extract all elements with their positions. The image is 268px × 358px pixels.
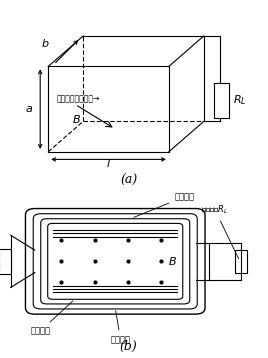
Bar: [235, 250, 247, 273]
Text: (a): (a): [120, 174, 137, 187]
Text: 电离气体流动方向→: 电离气体流动方向→: [56, 95, 100, 103]
Text: $R_L$: $R_L$: [233, 94, 247, 107]
Text: $l$: $l$: [106, 157, 111, 169]
Text: $b$: $b$: [41, 37, 50, 49]
Text: $a$: $a$: [25, 104, 34, 114]
FancyBboxPatch shape: [48, 223, 183, 299]
Text: 负载电阻$R_L$: 负载电阻$R_L$: [201, 203, 239, 259]
Bar: [214, 83, 229, 118]
Text: 电离
气体: 电离 气体: [0, 251, 1, 271]
Bar: [0, 249, 11, 274]
Text: 磁场线圈: 磁场线圈: [111, 311, 131, 345]
Text: 导体电极: 导体电极: [134, 192, 194, 217]
Text: 发电导管: 发电导管: [30, 301, 73, 336]
Text: $B$: $B$: [72, 113, 81, 125]
Text: $B$: $B$: [168, 255, 177, 267]
Text: (b): (b): [120, 340, 137, 353]
